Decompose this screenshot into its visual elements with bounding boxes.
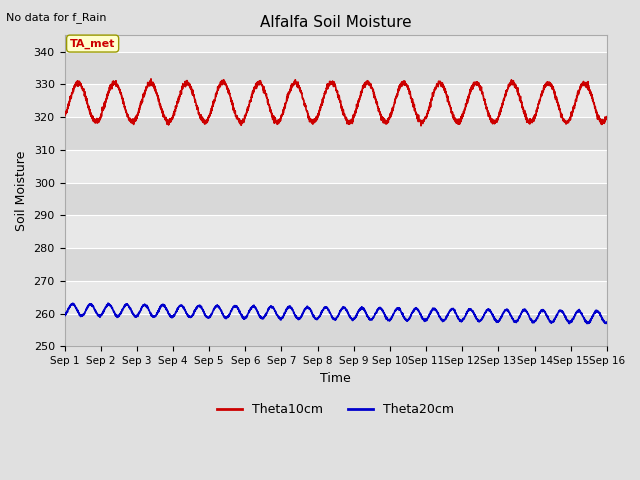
Bar <box>65 150 607 183</box>
X-axis label: Time: Time <box>321 372 351 384</box>
Text: TA_met: TA_met <box>70 38 115 48</box>
Title: Alfalfa Soil Moisture: Alfalfa Soil Moisture <box>260 15 412 30</box>
Bar <box>65 183 607 216</box>
Bar <box>65 52 607 84</box>
Bar <box>65 216 607 248</box>
Bar <box>65 117 607 150</box>
Text: No data for f_Rain: No data for f_Rain <box>6 12 107 23</box>
Bar <box>65 313 607 347</box>
Legend: Theta10cm, Theta20cm: Theta10cm, Theta20cm <box>212 398 460 421</box>
Bar <box>65 248 607 281</box>
Bar <box>65 84 607 117</box>
Bar <box>65 281 607 313</box>
Y-axis label: Soil Moisture: Soil Moisture <box>15 151 28 231</box>
